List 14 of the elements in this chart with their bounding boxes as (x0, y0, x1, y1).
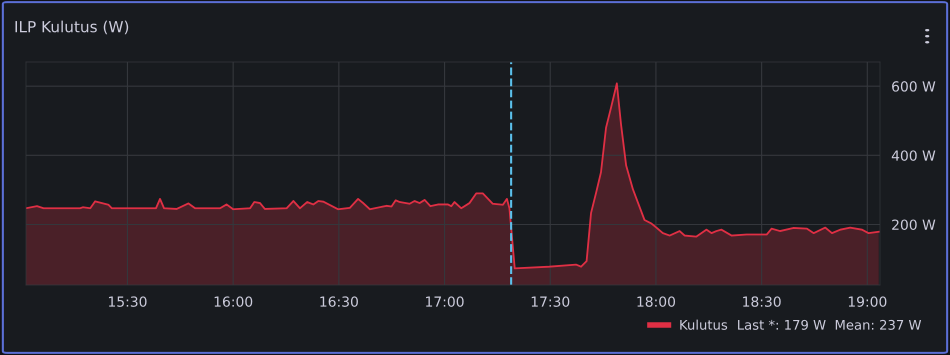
chart-title: ILP Kulutus (W) (16, 20, 128, 34)
x-tick-label: 17:30 (532, 296, 570, 307)
y-tick-label: 400 W (892, 150, 936, 161)
legend-label: Kulutus (680, 320, 728, 330)
y-tick-label: 600 W (892, 81, 936, 92)
x-tick-label: 19:00 (848, 296, 886, 307)
x-tick-label: 15:30 (108, 296, 147, 307)
x-tick-label: 18:30 (743, 296, 781, 307)
x-tick-label: 17:00 (426, 296, 464, 307)
x-tick-label: 16:00 (214, 296, 252, 307)
x-tick-label: 18:00 (637, 296, 676, 307)
text: Last *: 179 W Mean: 237 W (738, 320, 922, 330)
y-tick-label: 200 W (892, 219, 936, 230)
x-tick-label: 16:30 (320, 296, 358, 307)
